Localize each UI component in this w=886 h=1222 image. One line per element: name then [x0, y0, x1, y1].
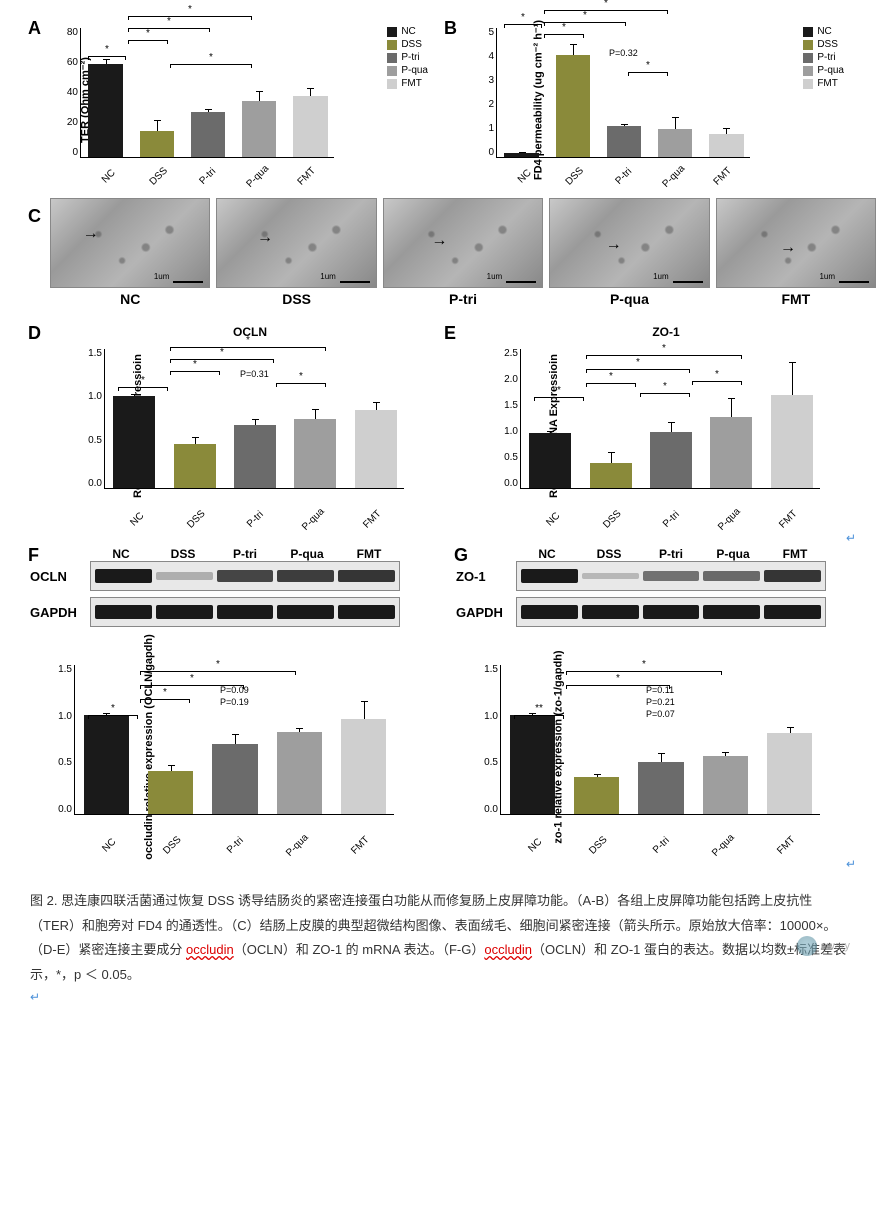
- figure-caption: 图 2. 思连康四联活菌通过恢复 DSS 诱导结肠炎的紧密连接蛋白功能从而修复肠…: [30, 889, 856, 988]
- chart-f: occludin relative expression (OCLN/gapdh…: [40, 657, 400, 837]
- panel-b: B FD4 permeability (ug cm⁻² h⁻¹)543210NC…: [446, 20, 846, 180]
- row-c: C →1umNC→1umDSS→1umP-tri→1umP-qua→1umFMT: [30, 198, 856, 307]
- watermark-icon: [797, 936, 817, 956]
- panel-c-label: C: [28, 206, 41, 227]
- panel-e-label: E: [444, 323, 456, 344]
- paragraph-mark: ↵: [846, 531, 856, 545]
- micrograph-fmt: →1umFMT: [716, 198, 876, 307]
- panel-c: C →1umNC→1umDSS→1umP-tri→1umP-qua→1umFMT: [30, 198, 856, 307]
- blot-column-labels-f: NCDSSP-triP-quaFMT: [90, 547, 400, 561]
- figure-container: A TER (Ohm cm⁻²)806040200NCDSSP-triP-qua…: [30, 20, 856, 1006]
- micrograph-p-qua: →1umP-qua: [549, 198, 709, 307]
- blot-column-labels-g: NCDSSP-triP-quaFMT: [516, 547, 826, 561]
- panel-d-label: D: [28, 323, 41, 344]
- chart-g: zo-1 relative expression (zo-1/gapdh)1.5…: [466, 657, 826, 837]
- caption-text2: （OCLN）和 ZO-1 的 mRNA 表达。（F-G）: [234, 942, 485, 957]
- paragraph-mark-3: ↵: [30, 990, 40, 1004]
- watermark-text: awary: [821, 940, 850, 952]
- panel-f-label: F: [28, 545, 39, 566]
- caption-occludin2: occludin: [484, 942, 532, 957]
- caption-fignum: 图 2.: [30, 893, 57, 908]
- micrograph-p-tri: →1umP-tri: [383, 198, 543, 307]
- panel-f: F NCDSSP-triP-quaFMT OCLNGAPDH occludin …: [30, 547, 400, 837]
- panel-e: E ZO-1 Relative mRNA Expressioin2.52.01.…: [446, 325, 846, 511]
- chart-a: TER (Ohm cm⁻²)806040200NCDSSP-triP-quaFM…: [46, 20, 340, 180]
- row-ab: A TER (Ohm cm⁻²)806040200NCDSSP-triP-qua…: [30, 20, 856, 180]
- blots-f: OCLNGAPDH: [30, 561, 400, 627]
- panel-d: D OCLN Relative mRNA Expressioin1.51.00.…: [30, 325, 430, 511]
- micrograph-nc: →1umNC: [50, 198, 210, 307]
- watermark: awary: [797, 936, 850, 956]
- paragraph-mark-2: ↵: [846, 857, 856, 871]
- row-fg: F NCDSSP-triP-quaFMT OCLNGAPDH occludin …: [30, 547, 856, 837]
- chart-e-title: ZO-1: [486, 325, 846, 339]
- panel-g-label: G: [454, 545, 468, 566]
- blots-g: ZO-1GAPDH: [456, 561, 826, 627]
- panel-a-label: A: [28, 18, 41, 39]
- chart-d: Relative mRNA Expressioin1.51.00.50.0NCD…: [70, 341, 410, 511]
- panel-a: A TER (Ohm cm⁻²)806040200NCDSSP-triP-qua…: [30, 20, 430, 180]
- micrograph-row: →1umNC→1umDSS→1umP-tri→1umP-qua→1umFMT: [50, 198, 876, 307]
- panel-g: G NCDSSP-triP-quaFMT ZO-1GAPDH zo-1 rela…: [456, 547, 826, 837]
- micrograph-dss: →1umDSS: [216, 198, 376, 307]
- chart-e: Relative mRNA Expressioin2.52.01.51.00.5…: [486, 341, 826, 511]
- panel-b-label: B: [444, 18, 457, 39]
- chart-b: FD4 permeability (ug cm⁻² h⁻¹)543210NCDS…: [462, 20, 756, 180]
- caption-occludin1: occludin: [186, 942, 234, 957]
- row-de: D OCLN Relative mRNA Expressioin1.51.00.…: [30, 325, 856, 511]
